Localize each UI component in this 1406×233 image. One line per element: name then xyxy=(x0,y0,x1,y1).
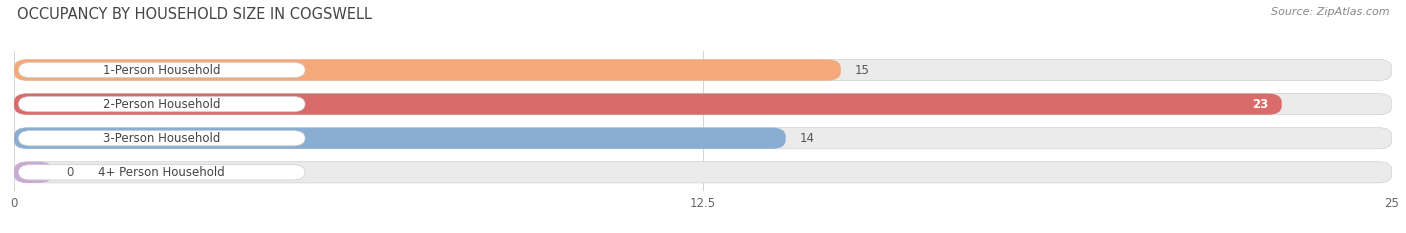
FancyBboxPatch shape xyxy=(14,162,52,183)
Text: 23: 23 xyxy=(1251,98,1268,111)
FancyBboxPatch shape xyxy=(14,128,1392,149)
FancyBboxPatch shape xyxy=(18,96,305,112)
Text: Source: ZipAtlas.com: Source: ZipAtlas.com xyxy=(1271,7,1389,17)
FancyBboxPatch shape xyxy=(14,93,1282,115)
Text: 4+ Person Household: 4+ Person Household xyxy=(98,166,225,179)
Text: 0: 0 xyxy=(66,166,73,179)
FancyBboxPatch shape xyxy=(14,59,1392,81)
Text: 1-Person Household: 1-Person Household xyxy=(103,64,221,76)
Text: 2-Person Household: 2-Person Household xyxy=(103,98,221,111)
FancyBboxPatch shape xyxy=(14,162,1392,183)
Text: OCCUPANCY BY HOUSEHOLD SIZE IN COGSWELL: OCCUPANCY BY HOUSEHOLD SIZE IN COGSWELL xyxy=(17,7,371,22)
FancyBboxPatch shape xyxy=(18,131,305,146)
FancyBboxPatch shape xyxy=(14,128,786,149)
FancyBboxPatch shape xyxy=(18,165,305,180)
FancyBboxPatch shape xyxy=(18,62,305,78)
Text: 15: 15 xyxy=(855,64,869,76)
Text: 14: 14 xyxy=(800,132,814,145)
FancyBboxPatch shape xyxy=(14,93,1392,115)
FancyBboxPatch shape xyxy=(14,59,841,81)
Text: 3-Person Household: 3-Person Household xyxy=(103,132,221,145)
